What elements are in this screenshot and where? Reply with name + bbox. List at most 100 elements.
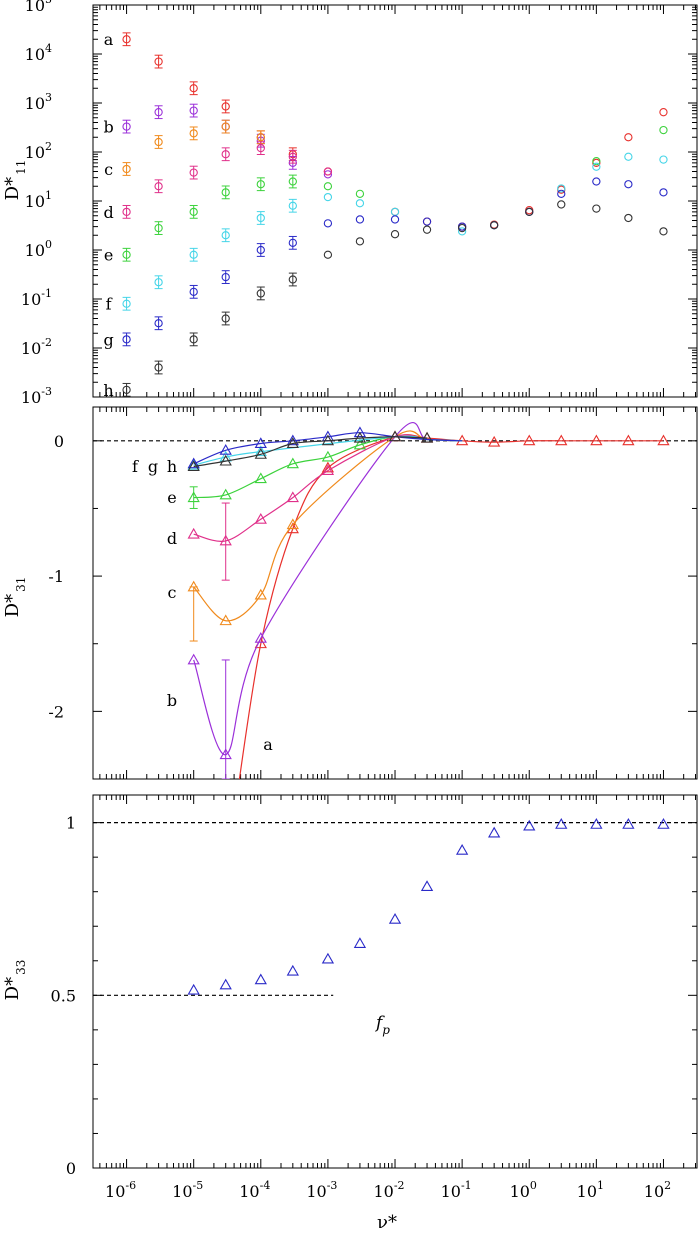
data-point-g	[355, 215, 365, 224]
curve-label-h: h	[103, 381, 113, 400]
curve-label-f: f	[132, 457, 139, 476]
data-point-g	[221, 272, 230, 282]
panel-d33: 0 0.5 1 fp D*33 10-6 10-5 10-4 10-3 10-2 10-1 100 10…	[2, 794, 698, 1233]
data-point	[219, 978, 232, 990]
data-point	[353, 937, 367, 948]
x-tick-label: 101	[577, 1179, 604, 1201]
data-point-e	[221, 188, 230, 197]
data-point-h	[353, 431, 367, 443]
data-point-f	[187, 458, 200, 470]
data-point-c	[254, 588, 267, 600]
y-axis-label: D*11	[2, 160, 28, 201]
fp-annotation: fp	[374, 1013, 390, 1037]
data-point-e	[288, 177, 297, 186]
data-point-c	[286, 518, 299, 530]
y-tick-label: 102	[25, 140, 52, 162]
data-point-h	[187, 460, 200, 471]
data-point-h	[557, 200, 566, 209]
data-point-h	[390, 230, 400, 239]
data-point-d	[189, 168, 198, 177]
x-axis-label: ν*	[377, 1212, 397, 1233]
plot-frame	[92, 406, 698, 780]
data-point-f	[288, 201, 297, 210]
data-point-f	[457, 227, 467, 236]
curve-label-b: b	[103, 118, 113, 137]
plot-area	[187, 422, 670, 779]
x-tick-label: 10-2	[373, 1179, 404, 1201]
data-point-c	[154, 137, 163, 147]
data-point	[488, 826, 501, 838]
data-point-c	[122, 164, 131, 174]
x-tick-label: 10-3	[306, 1179, 337, 1201]
data-point-d	[122, 207, 131, 217]
plot-frame	[92, 794, 698, 1169]
data-point-a	[659, 108, 668, 117]
data-point-g	[592, 177, 601, 186]
data-point-f	[122, 299, 131, 308]
data-point-d	[254, 512, 267, 524]
data-point-h	[321, 434, 335, 446]
curve-label-g: g	[103, 330, 113, 349]
curve-label-a: a	[104, 30, 114, 49]
data-point-h	[256, 289, 265, 298]
data-point-a	[624, 133, 633, 142]
data-point-a	[189, 84, 198, 93]
data-point-e	[219, 488, 232, 500]
y-tick-label: 10-1	[21, 287, 52, 309]
curve-label-c: c	[104, 160, 113, 179]
data-point-a	[122, 35, 131, 44]
data-point-d	[187, 527, 200, 539]
y-tick-label: 105	[25, 0, 52, 15]
y-tick-label: -2	[48, 702, 64, 721]
data-point-g	[288, 238, 297, 247]
data-point-c	[219, 614, 232, 626]
data-point-e	[189, 207, 198, 217]
data-point-g	[122, 335, 131, 344]
data-point-h	[592, 204, 601, 213]
data-point-b	[254, 632, 267, 643]
data-point-g	[187, 457, 200, 469]
curve-label-e: e	[104, 246, 113, 265]
data-point-d	[288, 152, 297, 161]
y-tick-label: 1	[66, 814, 76, 833]
data-point	[657, 818, 670, 829]
data-point-g	[390, 215, 400, 224]
y-tick-label: 100	[25, 238, 52, 260]
y-tick-label: 101	[25, 189, 52, 211]
curve-label-a: a	[263, 735, 273, 754]
data-point-g	[659, 188, 668, 197]
data-point-h	[221, 314, 230, 323]
data-point-h	[254, 448, 267, 459]
curve-label-d: d	[103, 203, 113, 222]
curve-label-d: d	[167, 529, 177, 548]
data-point-f	[659, 155, 668, 164]
data-point-h	[525, 207, 534, 217]
data-point-g	[557, 189, 566, 198]
data-point	[286, 964, 299, 976]
data-point-d	[154, 182, 163, 191]
data-point-g	[219, 443, 232, 455]
data-point	[420, 880, 434, 891]
y-tick-label: 0	[54, 432, 64, 451]
data-point-a	[590, 434, 603, 446]
y-tick-label: 103	[25, 91, 52, 113]
data-point-e	[256, 180, 265, 189]
x-tick-label: 10-6	[105, 1179, 136, 1201]
data-point-g	[189, 287, 198, 296]
data-point-a	[555, 434, 568, 446]
fit-curve-g	[193, 432, 463, 465]
data-point-h	[388, 430, 402, 442]
data-point-e	[659, 125, 668, 135]
data-point-c	[256, 133, 265, 142]
plot-frame	[92, 4, 698, 398]
data-point-c	[189, 129, 198, 138]
data-point	[555, 818, 568, 829]
y-tick-label: 0.5	[51, 986, 76, 1005]
data-point	[622, 818, 635, 829]
data-point-e	[122, 250, 131, 259]
data-point	[455, 843, 469, 855]
data-point-a	[221, 102, 230, 111]
data-point-d	[323, 167, 333, 176]
data-point	[254, 973, 267, 985]
